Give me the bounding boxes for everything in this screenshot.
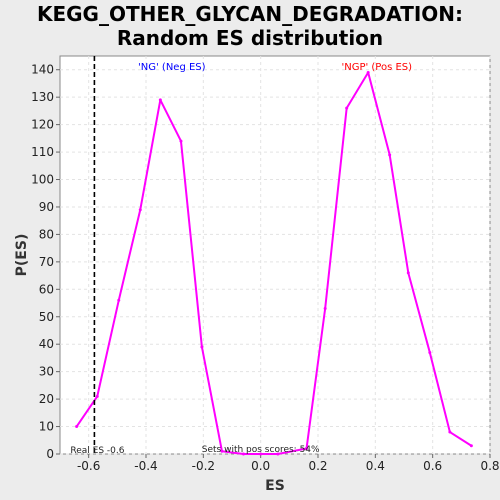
x-axis-label: ES [265, 478, 285, 494]
x-tick-label: 0.8 [480, 459, 499, 473]
data-point [241, 452, 245, 456]
y-tick-label: 110 [31, 145, 54, 159]
y-tick-label: 80 [39, 227, 54, 241]
chart-title-line1: KEGG_OTHER_GLYCAN_DEGRADATION: [36, 2, 464, 26]
pos-score-note: Sets with pos scores: 54% [202, 445, 320, 455]
y-tick-label: 120 [31, 118, 54, 132]
data-point [179, 139, 183, 143]
data-point [323, 307, 327, 311]
y-tick-label: 140 [31, 63, 54, 77]
data-point [469, 444, 473, 448]
data-point [95, 394, 99, 398]
x-tick-label: 0.2 [308, 459, 327, 473]
real-es-label: Real ES -0.6 [70, 446, 124, 456]
y-axis-label: P(ES) [14, 234, 30, 277]
y-tick-label: 0 [46, 447, 54, 461]
series-line [75, 71, 472, 455]
annotations-layer: Real ES -0.6 'NG' (Neg ES) 'NGP' (Pos ES) S… [70, 56, 412, 456]
series-layer [75, 70, 473, 456]
data-point [75, 425, 79, 429]
plot-area [59, 55, 491, 455]
data-point [406, 271, 410, 275]
y-tick-label: 20 [39, 392, 54, 406]
neg-es-label: 'NG' (Neg ES) [138, 62, 206, 73]
y-axis-ticks: 0 10 20 30 40 50 60 70 80 90 100 110 120 130 140 [31, 63, 60, 461]
data-point [388, 153, 392, 157]
x-tick-label: 0.6 [423, 459, 442, 473]
data-point [428, 350, 432, 354]
y-tick-label: 130 [31, 90, 54, 104]
chart-title-line2: Random ES distribution [116, 26, 384, 50]
grid-lines [60, 56, 491, 455]
chart-title: KEGG_OTHER_GLYCAN_DEGRADATION: Random ES… [0, 2, 500, 50]
y-tick-label: 90 [39, 200, 54, 214]
x-tick-label: -0.4 [134, 459, 157, 473]
data-point [448, 430, 452, 434]
x-axis-ticks: -0.6 -0.4 -0.2 0.0 0.2 0.4 0.6 0.8 [77, 454, 500, 473]
x-tick-label: 0.4 [366, 459, 385, 473]
data-point [117, 298, 121, 302]
data-point [259, 452, 263, 456]
data-point [138, 208, 142, 212]
data-point [345, 106, 349, 110]
y-tick-label: 50 [39, 310, 54, 324]
pos-es-label: 'NGP' (Pos ES) [341, 62, 412, 73]
y-tick-label: 30 [39, 365, 54, 379]
data-point [200, 345, 204, 349]
y-tick-label: 70 [39, 255, 54, 269]
data-point [366, 70, 370, 74]
y-tick-label: 40 [39, 337, 54, 351]
data-point [220, 449, 224, 453]
x-tick-label: 0.0 [251, 459, 270, 473]
y-tick-label: 100 [31, 173, 54, 187]
y-tick-label: 60 [39, 282, 54, 296]
data-point [158, 98, 162, 102]
y-tick-label: 10 [39, 420, 54, 434]
data-point [276, 452, 280, 456]
x-tick-label: -0.6 [77, 459, 100, 473]
x-tick-label: -0.2 [192, 459, 215, 473]
data-point [305, 447, 309, 451]
